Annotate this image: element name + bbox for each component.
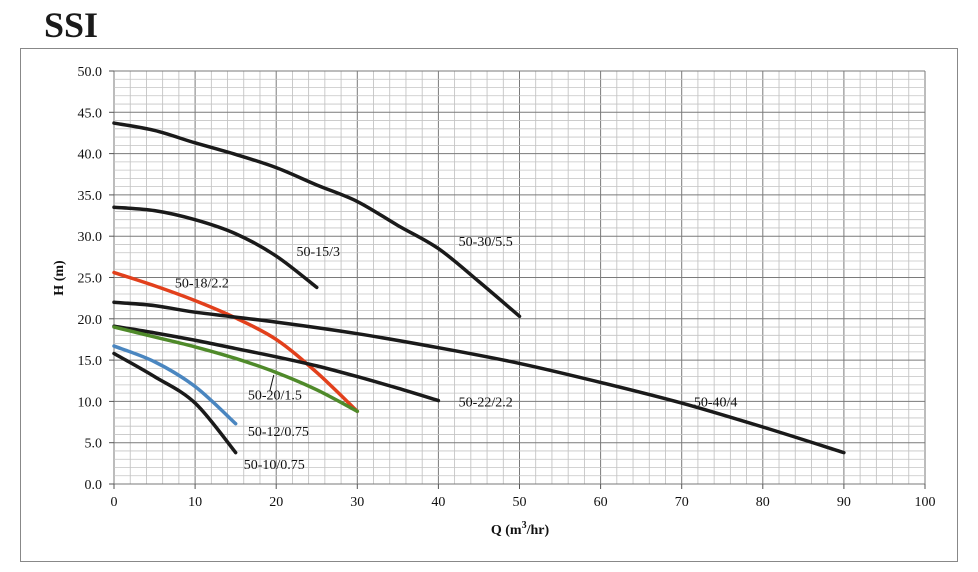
curves (112, 121, 846, 455)
y-tick-label: 40.0 (78, 148, 103, 163)
x-tick-label: 100 (915, 495, 936, 510)
curve-label: 50-12/0.75 (248, 425, 309, 440)
curve-50-20-1-5 (112, 325, 360, 414)
curve-label: 50-20/1.5 (248, 389, 302, 404)
y-axis-label: H (m) (52, 260, 67, 296)
y-tick-label: 0.0 (85, 478, 103, 493)
x-tick-label: 20 (269, 495, 283, 510)
y-tick-label: 25.0 (78, 272, 103, 287)
curve-label: 50-15/3 (296, 245, 340, 260)
curve-label: 50-40/4 (694, 395, 738, 410)
x-tick-label: 90 (837, 495, 851, 510)
chart-frame (20, 48, 958, 562)
curve-labels: 50-30/5.5 50-15/3 50-18/2.2 50-40/4 50-22/2.… (175, 235, 738, 473)
y-tick-label: 30.0 (78, 230, 103, 245)
x-tick-label: 30 (350, 495, 364, 510)
curve-50-10-0-75 (112, 351, 238, 455)
y-tick-label: 10.0 (78, 395, 103, 410)
curve-50-15-3 (112, 205, 319, 290)
x-tick-label: 0 (111, 495, 118, 510)
chart-title: SSI (44, 5, 99, 45)
x-axis-label: Q (m3/hr) (491, 520, 550, 538)
curve-50-22-2-2 (112, 324, 441, 403)
grid (113, 70, 926, 485)
curve-50-40-4 (112, 300, 846, 455)
x-tick-label: 10 (188, 495, 202, 510)
label-leader-line (269, 374, 275, 392)
x-tick-label: 40 (431, 495, 445, 510)
y-tick-label: 5.0 (85, 437, 103, 452)
curve-label: 50-30/5.5 (459, 235, 513, 250)
tick-labels: 0 10 20 30 40 50 60 70 80 90 100 0.0 5.0 10.0 15.0 20.0… (78, 65, 936, 510)
y-tick-label: 45.0 (78, 106, 103, 121)
y-tick-label: 35.0 (78, 189, 103, 204)
curve-label: 50-10/0.75 (244, 458, 305, 473)
y-tick-label: 50.0 (78, 65, 103, 80)
curve-50-30-5-5 (112, 121, 522, 319)
curve-label: 50-18/2.2 (175, 276, 229, 291)
x-tick-label: 60 (594, 495, 608, 510)
x-tick-label: 50 (513, 495, 527, 510)
x-tick-label: 70 (675, 495, 689, 510)
x-tick-label: 80 (756, 495, 770, 510)
curve-label: 50-22/2.2 (459, 395, 513, 410)
y-tick-label: 15.0 (78, 354, 103, 369)
curve-50-12-0-75 (112, 344, 238, 426)
y-tick-label: 20.0 (78, 313, 103, 328)
